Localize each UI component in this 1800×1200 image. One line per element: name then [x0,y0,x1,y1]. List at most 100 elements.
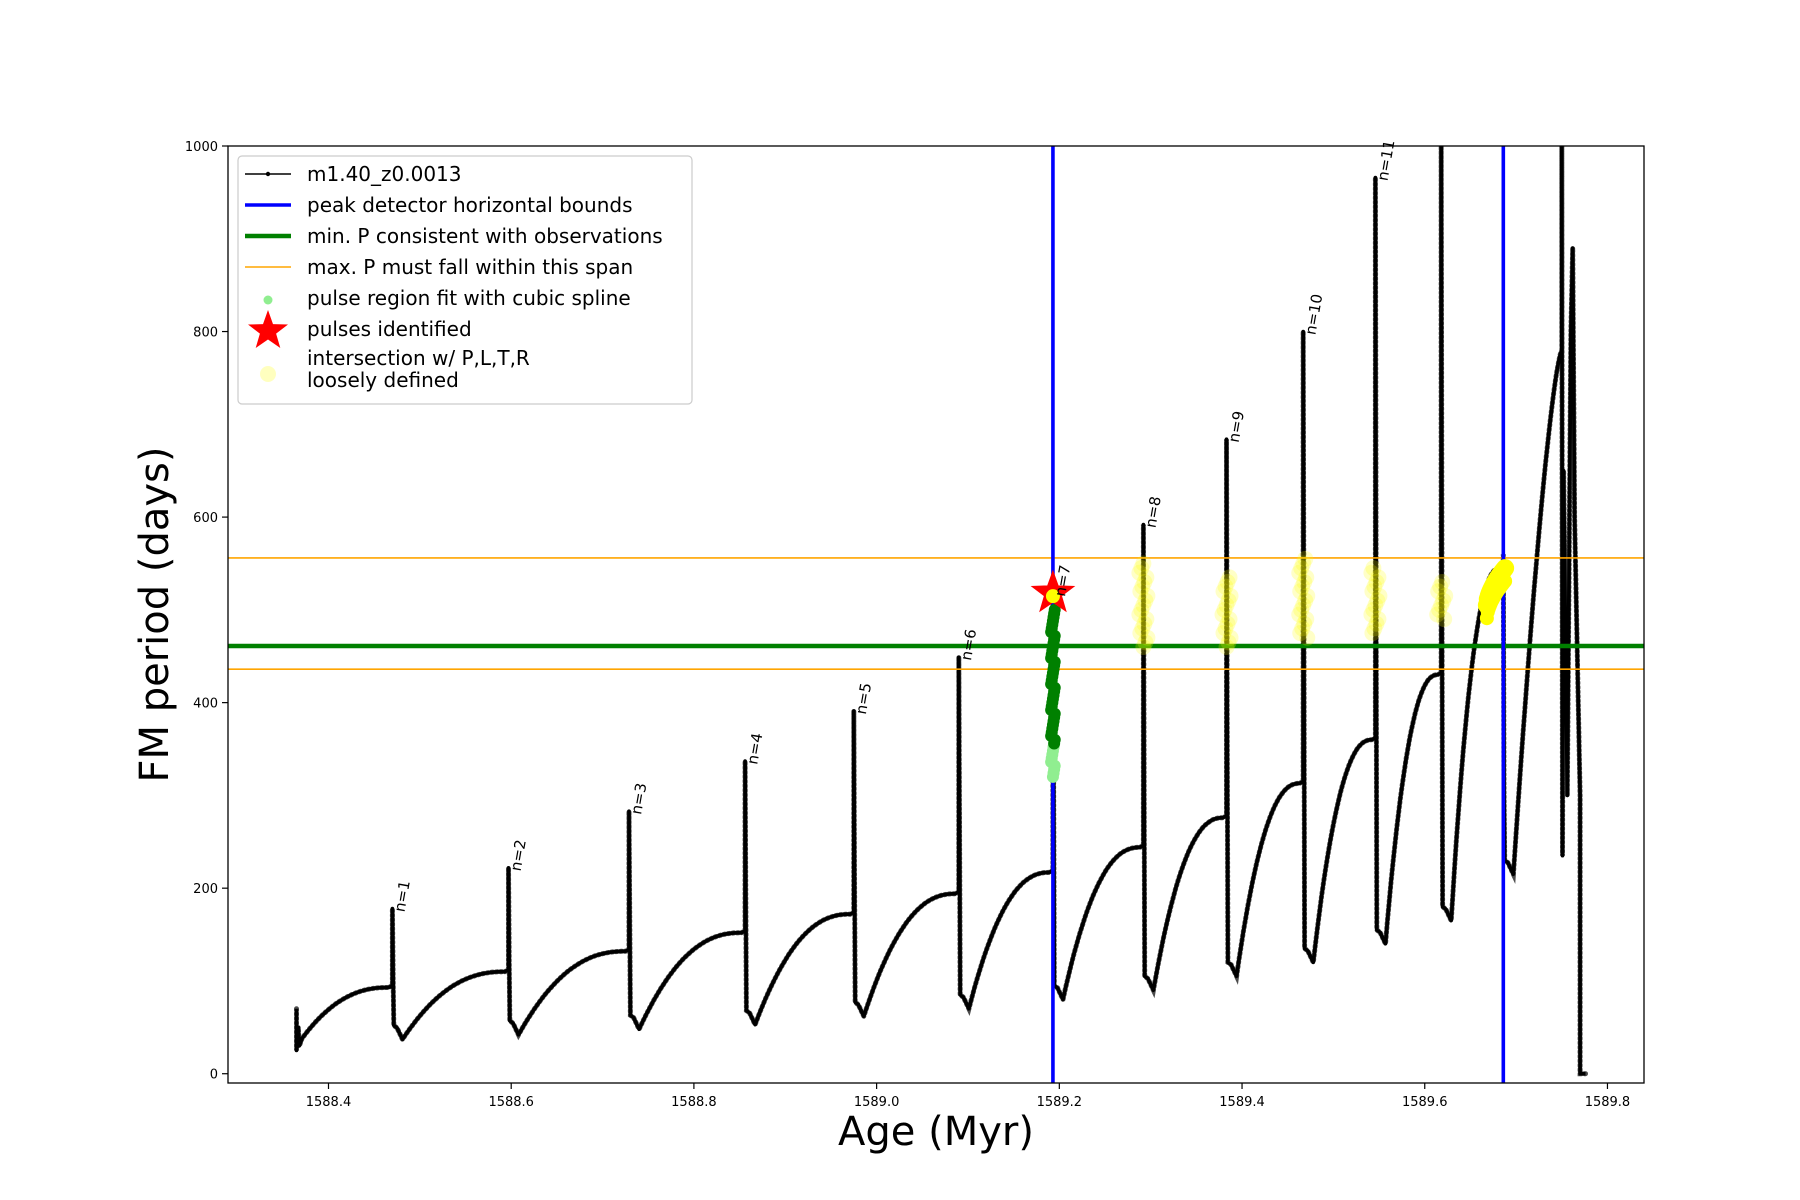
intersection-point [1430,583,1447,600]
intersection-point [1215,625,1232,642]
legend-entry-4: pulse region fit with cubic spline [263,286,631,310]
plot-frame [227,145,1645,1084]
legend-label: loosely defined [307,368,459,392]
x-tick-label: 1589.6 [1402,1095,1448,1110]
intersection-point [1217,578,1234,595]
intersection-point [1364,625,1381,642]
intersection-point [1364,583,1381,600]
intersection-point [1135,638,1152,655]
x-axis-label: Age (Myr) [838,1109,1034,1155]
intersection-point [1292,625,1309,642]
intersection-point [1217,620,1234,637]
intersection-point [1136,574,1153,591]
intersection-point [1366,578,1383,595]
intersection-point [1221,611,1238,628]
intersection-point [1363,564,1380,581]
intersection-point [1214,606,1231,623]
plot-area: n=1 n=2 n=3 n=4 n=5 n=6 n=7 n=8 n=9 n=10 n=11 1588.… [132,139,1645,1155]
intersection-point [1222,629,1239,646]
x-tick-label: 1589.8 [1585,1095,1631,1110]
intersection-point [1138,611,1155,628]
intersection-point [1296,615,1313,632]
intersection-point [1219,574,1236,591]
y-tick-label: 1000 [185,140,218,155]
legend-marker-dot [265,171,271,177]
intersection-point [1133,601,1150,618]
intersection-point [1131,564,1148,581]
intersection-point [1135,555,1152,572]
pulse-label: n=4 [743,732,766,766]
intersection-point [1298,569,1315,586]
intersection-point [1132,583,1149,600]
y-tick-label: 400 [193,697,218,712]
intersection-point [1429,606,1446,623]
intersection-point [1220,634,1237,651]
legend-label: max. P must fall within this span [307,255,633,279]
intersection-point [1294,578,1311,595]
intersection-point [1295,555,1312,572]
pulse-label: n=3 [627,782,650,816]
legend-label: pulse region fit with cubic spline [307,286,631,310]
intersection-point [1215,583,1232,600]
intersection-point [1296,574,1313,591]
pulse-label: n=9 [1225,410,1248,444]
plot-content [228,146,1644,1083]
legend-entry-3: max. P must fall within this span [245,255,633,279]
intersection-point [1295,597,1312,614]
intersection-point [1366,620,1383,637]
intersection-point [1363,606,1380,623]
intersection-point [1365,560,1382,577]
intersection-point [1371,587,1388,604]
intersection-point [1370,569,1387,586]
intersection-point [1131,606,1148,623]
intersection-point [1365,601,1382,618]
intersection-point [1139,587,1156,604]
legend-label: m1.40_z0.0013 [307,162,462,186]
legend-entry-1: peak detector horizontal bounds [245,193,633,217]
intersection-point [1138,569,1155,586]
legend-label: min. P consistent with observations [307,224,663,248]
intersection-point [1297,592,1314,609]
y-tick-label: 200 [193,882,218,897]
intersection-point [1370,611,1387,628]
legend-marker-dot [260,366,276,382]
intersection-point [1220,592,1237,609]
intersection-strong-point [1498,574,1513,589]
legend-label: intersection w/ P,L,T,R [307,346,530,370]
legend-label: pulses identified [307,317,472,341]
pulse-label: n=11 [1374,139,1399,183]
x-tick-label: 1588.4 [306,1095,352,1110]
intersection-point [1297,550,1314,567]
intersection-point [1135,597,1152,614]
intersection-point [1133,560,1150,577]
intersection-point [1134,578,1151,595]
x-tick-label: 1589.0 [854,1095,900,1110]
legend-entry-5: pulses identified [248,310,472,348]
pulse-label: n=7 [1051,564,1074,598]
pulse-label: n=10 [1301,293,1326,337]
intersection-point [1299,587,1316,604]
intersection-point [1137,634,1154,651]
intersection-point [1218,638,1235,655]
intersection-point [1218,597,1235,614]
intersection-point [1293,601,1310,618]
pulse-label: n=2 [507,838,530,872]
y-tick-label: 800 [193,326,218,341]
intersection-point [1436,611,1453,628]
intersection-point [1132,625,1149,642]
legend-entry-2: min. P consistent with observations [245,224,663,248]
legend-entry-0: m1.40_z0.0013 [245,162,462,186]
intersection-point [1136,615,1153,632]
x-tick-label: 1588.8 [671,1095,717,1110]
intersection-point [1293,560,1310,577]
intersection-strong-point [1496,559,1515,578]
intersection-point [1219,615,1236,632]
y-axis-label: FM period (days) [132,447,178,783]
intersection-point [1298,611,1315,628]
x-tick-label: 1588.6 [488,1095,534,1110]
pulse-label: n=8 [1142,495,1165,529]
intersection-point [1216,601,1233,618]
intersection-point [1294,620,1311,637]
